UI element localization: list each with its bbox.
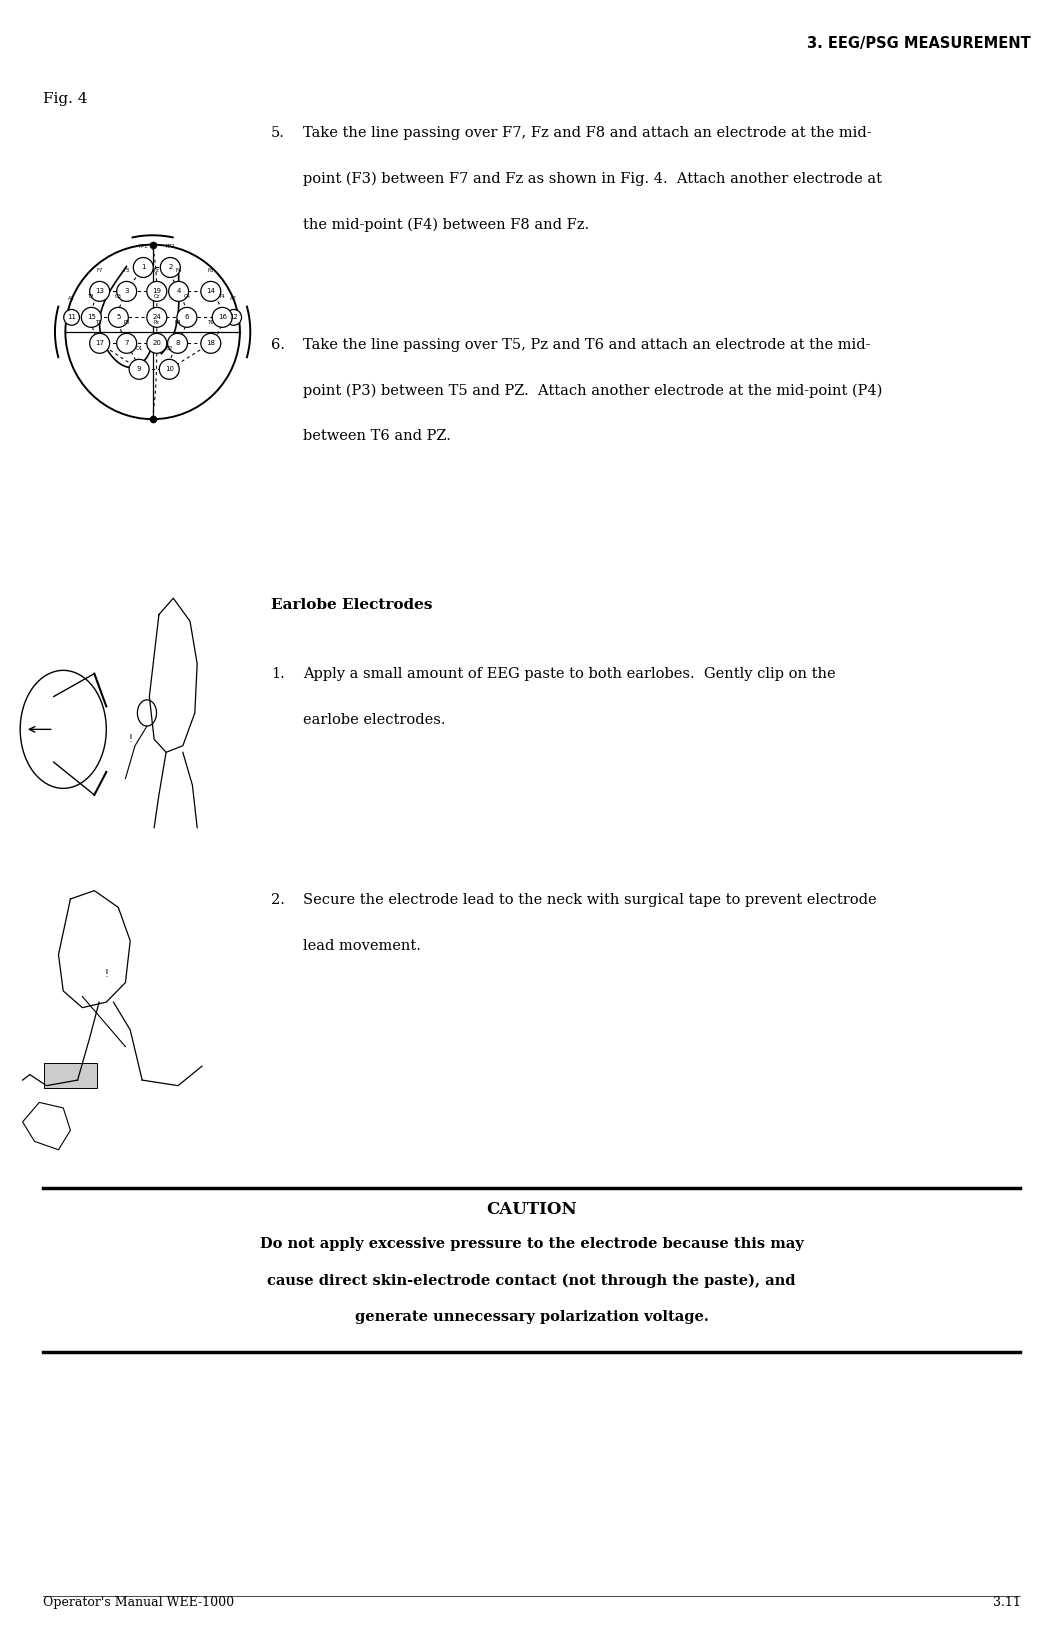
Circle shape [176,308,197,328]
Text: !: ! [129,734,132,744]
Text: point (F3) between F7 and Fz as shown in Fig. 4.  Attach another electrode at: point (F3) between F7 and Fz as shown in… [303,172,882,187]
Text: O2: O2 [166,346,173,351]
Circle shape [147,282,167,302]
Text: 20: 20 [152,341,162,346]
Circle shape [161,257,181,277]
Text: 2: 2 [168,264,172,270]
Circle shape [117,282,137,302]
Text: 2.: 2. [271,893,285,908]
Text: earlobe electrodes.: earlobe electrodes. [303,713,445,728]
Text: 9: 9 [137,365,141,372]
Text: 16: 16 [218,315,226,320]
Text: 1: 1 [141,264,146,270]
Text: 3.11: 3.11 [993,1596,1020,1609]
Circle shape [108,308,129,328]
Text: T3: T3 [88,293,95,298]
Text: 4: 4 [176,288,181,295]
Text: between T6 and PZ.: between T6 and PZ. [303,429,451,444]
Text: Fz: Fz [154,269,159,274]
Text: P3: P3 [123,320,130,325]
Text: P4: P4 [174,320,181,325]
Text: C3: C3 [115,293,122,298]
Text: the mid-point (F4) between F8 and Fz.: the mid-point (F4) between F8 and Fz. [303,218,589,233]
Text: 5.: 5. [271,126,285,141]
Text: F7: F7 [97,269,103,274]
Text: Fig. 4: Fig. 4 [43,92,87,107]
Circle shape [225,310,241,325]
Text: 8: 8 [175,341,180,346]
Text: generate unnecessary polarization voltage.: generate unnecessary polarization voltag… [355,1310,708,1324]
Circle shape [147,333,167,354]
Text: Secure the electrode lead to the neck with surgical tape to prevent electrode: Secure the electrode lead to the neck wi… [303,893,877,908]
Text: 19: 19 [152,288,162,295]
Text: 18: 18 [206,341,216,346]
Text: 14: 14 [206,288,215,295]
FancyBboxPatch shape [45,1064,97,1088]
Circle shape [117,333,137,354]
Circle shape [133,257,153,277]
Text: Cz: Cz [154,293,159,298]
Text: 6.: 6. [271,338,285,352]
Circle shape [130,359,149,379]
Polygon shape [22,1103,70,1151]
Text: 15: 15 [87,315,96,320]
Text: T5: T5 [97,320,103,325]
Text: F8: F8 [207,269,214,274]
Text: 11: 11 [67,315,77,320]
Text: T6: T6 [207,320,214,325]
Text: CAUTION: CAUTION [486,1201,577,1218]
Circle shape [168,333,187,354]
Text: cause direct skin-electrode contact (not through the paste), and: cause direct skin-electrode contact (not… [267,1274,796,1288]
Text: !: ! [104,969,108,978]
Text: 13: 13 [96,288,104,295]
Text: Take the line passing over F7, Fz and F8 and attach an electrode at the mid-: Take the line passing over F7, Fz and F8… [303,126,872,141]
Text: Earlobe Electrodes: Earlobe Electrodes [271,598,433,613]
Circle shape [64,310,80,325]
Text: 3. EEG/PSG MEASUREMENT: 3. EEG/PSG MEASUREMENT [808,36,1031,51]
Circle shape [201,282,221,302]
Text: Do not apply excessive pressure to the electrode because this may: Do not apply excessive pressure to the e… [259,1237,804,1252]
Text: 1.: 1. [271,667,285,682]
Circle shape [213,308,232,328]
Text: O1: O1 [135,346,142,351]
Circle shape [169,282,188,302]
Text: 24: 24 [152,315,162,320]
Text: F3: F3 [123,269,130,274]
Text: Take the line passing over T5, Pz and T6 and attach an electrode at the mid-: Take the line passing over T5, Pz and T6… [303,338,871,352]
Circle shape [82,308,101,328]
Circle shape [147,308,167,328]
Text: Apply a small amount of EEG paste to both earlobes.  Gently clip on the: Apply a small amount of EEG paste to bot… [303,667,836,682]
Text: FP1: FP1 [138,244,148,249]
Text: FP2: FP2 [166,244,175,249]
Circle shape [159,359,180,379]
Circle shape [201,333,221,354]
Text: lead movement.: lead movement. [303,939,421,954]
Text: 5: 5 [116,315,120,320]
Text: T4: T4 [219,293,225,298]
Text: Pz: Pz [154,320,159,325]
Text: 10: 10 [165,365,173,372]
Text: C4: C4 [184,293,190,298]
Text: point (P3) between T5 and PZ.  Attach another electrode at the mid-point (P4): point (P3) between T5 and PZ. Attach ano… [303,384,882,398]
Text: A2: A2 [231,297,237,302]
Circle shape [89,282,109,302]
Text: 17: 17 [96,341,104,346]
Text: F4: F4 [175,269,182,274]
Text: 12: 12 [230,315,238,320]
Text: 6: 6 [185,315,189,320]
Circle shape [89,333,109,354]
Text: Operator's Manual WEE-1000: Operator's Manual WEE-1000 [43,1596,234,1609]
Text: A1: A1 [68,297,75,302]
Text: 3: 3 [124,288,129,295]
Text: 7: 7 [124,341,129,346]
